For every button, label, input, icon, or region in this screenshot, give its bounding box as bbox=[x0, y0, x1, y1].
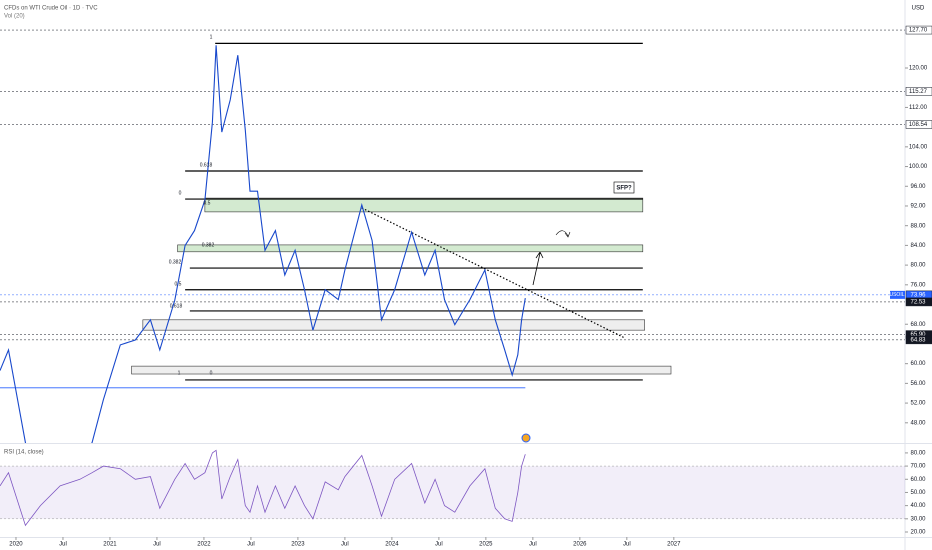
y-tick-label: 88.00 bbox=[910, 223, 926, 229]
chart-subtitle: Vol (20) bbox=[4, 14, 25, 20]
price-label-box bbox=[905, 25, 932, 35]
x-tick-label: Jul bbox=[529, 542, 537, 548]
event-icon[interactable] bbox=[521, 433, 531, 443]
x-tick-label: 2025 bbox=[479, 542, 493, 548]
y-tick-label: 56.00 bbox=[910, 381, 926, 387]
series-line bbox=[0, 45, 526, 443]
y-tick-label: 112.00 bbox=[909, 105, 928, 111]
price-label: 127.70 bbox=[909, 28, 928, 34]
y-tick-label: 48.00 bbox=[910, 420, 926, 426]
x-tick-label: Jul bbox=[153, 542, 161, 548]
x-tick-label: 2027 bbox=[667, 542, 681, 548]
x-tick-label: 2022 bbox=[197, 542, 211, 548]
fib-label: 0.5 bbox=[204, 200, 211, 206]
note-box bbox=[613, 181, 635, 194]
curved-arrow bbox=[555, 230, 571, 238]
y2-tick-label: 60.00 bbox=[910, 477, 926, 483]
fib-label: 0 bbox=[179, 190, 182, 196]
x-tick-label: Jul bbox=[435, 542, 443, 548]
x-tick-label: 2023 bbox=[291, 542, 305, 548]
fib-label: 1 bbox=[210, 34, 213, 40]
fib-label: 0.618 bbox=[170, 303, 183, 309]
fib-label: 1 bbox=[178, 370, 181, 376]
price-label: 73.96 bbox=[910, 292, 926, 298]
price-label-box bbox=[905, 120, 932, 129]
y-tick-label: 92.00 bbox=[910, 204, 926, 210]
fib-label: 0.618 bbox=[200, 162, 213, 168]
x-tick-label: 2020 bbox=[9, 542, 23, 548]
x-tick-label: Jul bbox=[623, 542, 631, 548]
price-label-box bbox=[905, 297, 932, 307]
y-tick-label: 96.00 bbox=[910, 184, 926, 190]
fib-label: 0.382 bbox=[202, 242, 215, 248]
price-label: 108.54 bbox=[909, 122, 928, 128]
currency: USD bbox=[912, 6, 925, 12]
x-tick-label: Jul bbox=[247, 542, 255, 548]
y2-tick-label: 40.00 bbox=[910, 503, 926, 509]
y2-tick-label: 70.00 bbox=[910, 464, 926, 470]
y-tick-label: 100.00 bbox=[909, 164, 928, 170]
y-tick-label: 84.00 bbox=[910, 243, 926, 249]
price-pane bbox=[0, 45, 526, 443]
y-tick-label: 120.00 bbox=[909, 66, 928, 72]
y-tick-label: 80.00 bbox=[910, 263, 926, 269]
zone bbox=[131, 365, 672, 375]
price-label-box bbox=[905, 87, 932, 96]
note: SFP? bbox=[616, 186, 632, 192]
chart-title: CFDs on WTI Crude Oil · 1D · TVC bbox=[4, 6, 98, 12]
rsi-pane bbox=[0, 449, 526, 527]
series-line bbox=[0, 449, 526, 527]
fib-label: 0 bbox=[210, 370, 213, 376]
symbol-box bbox=[890, 290, 905, 299]
fib-label: 0.5 bbox=[175, 281, 182, 287]
y-tick-label: 68.00 bbox=[910, 322, 926, 328]
y2-tick-label: 20.00 bbox=[910, 530, 926, 536]
x-tick-label: Jul bbox=[59, 542, 67, 548]
x-tick-label: 2026 bbox=[573, 542, 587, 548]
rsi-label: RSI (14, close) bbox=[4, 450, 44, 456]
trendline bbox=[361, 207, 626, 339]
zone bbox=[204, 197, 644, 213]
price-label: 115.27 bbox=[909, 89, 928, 95]
y2-tick-label: 50.00 bbox=[910, 490, 926, 496]
price-label: 64.83 bbox=[910, 337, 926, 343]
price-label-box bbox=[905, 335, 932, 345]
y-tick-label: 76.00 bbox=[910, 282, 926, 288]
rsi-band bbox=[0, 466, 905, 519]
y-tick-label: 104.00 bbox=[909, 144, 928, 150]
price-label: 65.90 bbox=[910, 332, 926, 338]
x-tick-label: 2021 bbox=[103, 542, 117, 548]
y-tick-label: 52.00 bbox=[910, 401, 926, 407]
x-tick-label: Jul bbox=[341, 542, 349, 548]
x-tick-label: 2024 bbox=[385, 542, 399, 548]
y2-tick-label: 80.00 bbox=[910, 450, 926, 456]
y2-tick-label: 30.00 bbox=[910, 516, 926, 522]
y-tick-label: 60.00 bbox=[910, 361, 926, 367]
fib-label: 0.382 bbox=[169, 259, 182, 265]
zone bbox=[177, 244, 644, 253]
price-label: 72.53 bbox=[910, 299, 926, 305]
symbol-label: USOIL bbox=[889, 292, 904, 298]
zone bbox=[142, 319, 645, 331]
